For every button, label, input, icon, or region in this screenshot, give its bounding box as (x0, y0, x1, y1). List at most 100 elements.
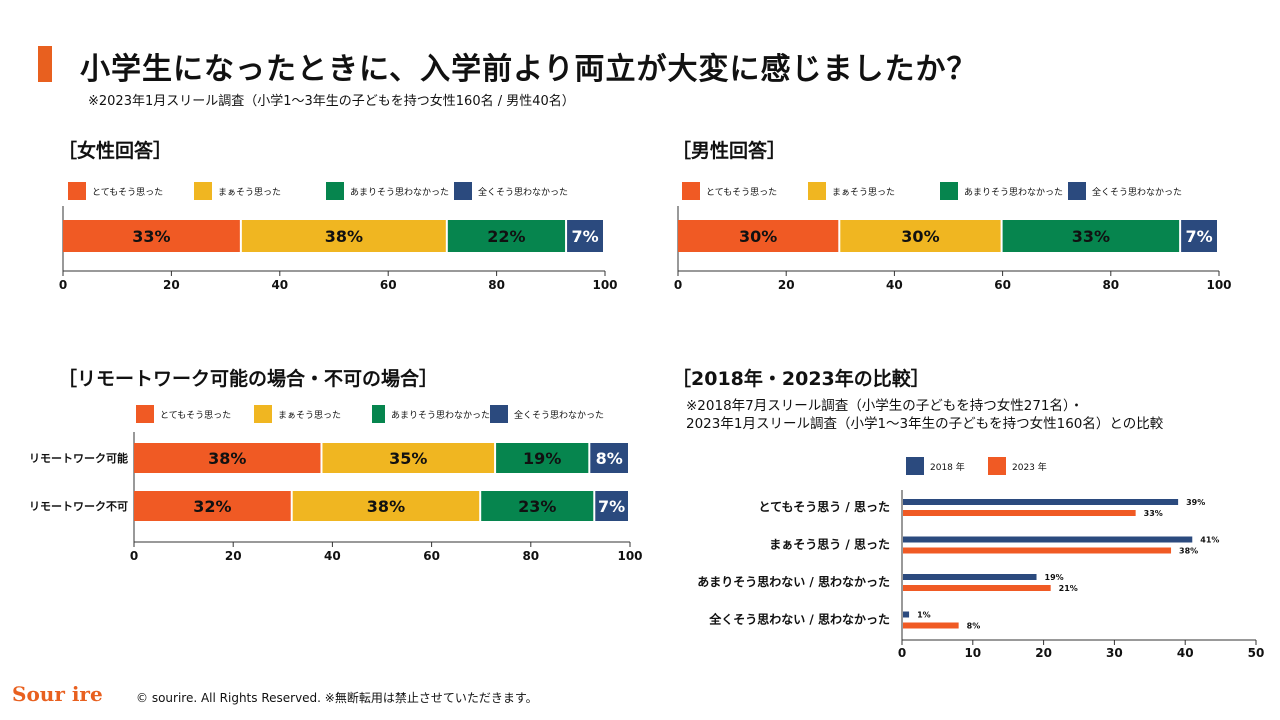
comparison-note-line-2: 2023年1月スリール調査（小学1～3年生の子どもを持つ女性160名）との比較 (686, 416, 1164, 432)
comparison-data-label: 8% (967, 622, 981, 631)
female-tick-label: 20 (163, 278, 180, 292)
female-tick-label: 100 (592, 278, 617, 292)
comparison-bar (903, 585, 1051, 591)
comparison-bar (903, 499, 1179, 505)
legend-item: まぁそう思った (194, 182, 326, 200)
comparison-data-label: 21% (1059, 584, 1078, 593)
legend-item: あまりそう思わなかった (326, 182, 454, 200)
remote-category-label: リモートワーク不可 (29, 500, 128, 513)
male-data-label: 30% (739, 227, 777, 246)
comparison-legend: 2018 年 2023 年 (906, 457, 1047, 475)
female-bar-segment (447, 220, 566, 252)
male-tick-label: 60 (994, 278, 1011, 292)
comparison-data-label: 38% (1179, 547, 1198, 556)
legend-item: まぁそう思った (808, 182, 940, 200)
page-title: 小学生になったときに、入学前より両立が大変に感じましたか？ (80, 52, 978, 87)
comparison-tick-label: 30 (1106, 646, 1123, 660)
legend-swatch (490, 405, 508, 423)
comparison-section-title: ［2018年・2023年の比較］ (672, 368, 930, 390)
comparison-tick-label: 40 (1177, 646, 1194, 660)
legend-label: あまりそう思わなかった (350, 187, 450, 198)
remote-data-label: 7% (598, 497, 625, 516)
comparison-bar (903, 536, 1193, 543)
legend-swatch (940, 182, 958, 200)
legend-label: 2018 年 (930, 462, 965, 473)
remote-bar-segment (134, 491, 291, 521)
legend-item: まぁそう思った (254, 405, 372, 423)
remote-tick-label: 60 (423, 549, 440, 563)
legend-swatch (194, 182, 212, 200)
male-tick-label: 0 (674, 278, 682, 292)
legend-swatch (988, 457, 1006, 475)
female-data-label: 38% (325, 227, 363, 246)
comparison-bar (903, 611, 910, 618)
remote-bar-segment (292, 491, 480, 521)
remote-bar-segment (496, 443, 589, 473)
remote-tick-label: 100 (617, 549, 642, 563)
comparison-data-label: 1% (917, 611, 931, 620)
comparison-tick-label: 50 (1248, 646, 1265, 660)
remote-tick-label: 20 (225, 549, 242, 563)
comparison-category-label: とてもそう思う / 思った (758, 500, 890, 514)
comparison-data-label: 19% (1045, 573, 1064, 582)
legend-label: まぁそう思った (278, 410, 342, 421)
legend-item: 2018 年 (906, 457, 988, 475)
legend-item: とてもそう思った (682, 182, 808, 200)
remote-tick-label: 40 (324, 549, 341, 563)
male-tick-label: 100 (1206, 278, 1231, 292)
comparison-bar (903, 510, 1136, 516)
legend-item: 全くそう思わなかった (490, 405, 604, 423)
legend-swatch (682, 182, 700, 200)
female-tick-label: 40 (271, 278, 288, 292)
female-tick-label: 80 (488, 278, 505, 292)
legend-item: あまりそう思わなかった (940, 182, 1068, 200)
legend-label: とてもそう思った (160, 410, 232, 421)
page-subtitle: ※2023年1月スリール調査（小学1～3年生の子どもを持つ女性160名 / 男性… (88, 94, 575, 109)
male-tick-label: 80 (1102, 278, 1119, 292)
remote-tick-label: 0 (130, 549, 138, 563)
remote-data-label: 8% (596, 449, 623, 468)
remote-bar-segment (590, 443, 628, 473)
comparison-category-label: 全くそう思わない / 思わなかった (708, 612, 890, 627)
female-bar-segment (241, 220, 446, 252)
legend-item: 2023 年 (988, 457, 1047, 475)
female-data-label: 33% (132, 227, 170, 246)
male-bar-segment (1181, 220, 1217, 252)
legend-label: 全くそう思わなかった (514, 410, 605, 421)
legend-swatch (906, 457, 924, 475)
legend-label: あまりそう思わなかった (390, 410, 490, 421)
female-bar-segment (567, 220, 603, 252)
legend-label: あまりそう思わなかった (964, 187, 1064, 198)
comparison-data-label: 41% (1200, 536, 1219, 545)
male-tick-label: 20 (778, 278, 795, 292)
comparison-bar (903, 547, 1172, 554)
remote-bar-segment (595, 491, 628, 521)
legend-item: とてもそう思った (68, 182, 194, 200)
legend-item: 全くそう思わなかった (454, 182, 568, 200)
legend-label: まぁそう思った (832, 187, 896, 198)
remote-legend: とてもそう思った まぁそう思った あまりそう思わなかった 全くそう思わなかった (136, 405, 604, 423)
female-tick-label: 60 (380, 278, 397, 292)
remote-bar-segment (322, 443, 495, 473)
comparison-tick-label: 20 (1035, 646, 1052, 660)
remote-bar-segment (134, 443, 321, 473)
legend-item: あまりそう思わなかった (372, 405, 490, 423)
legend-item: とてもそう思った (136, 405, 254, 423)
remote-data-label: 38% (367, 497, 405, 516)
remote-data-label: 35% (389, 449, 427, 468)
comparison-tick-label: 10 (964, 646, 981, 660)
female-section-title: ［女性回答］ (58, 140, 173, 162)
comparison-data-label: 39% (1186, 498, 1205, 507)
legend-swatch (454, 182, 472, 200)
male-data-label: 33% (1072, 227, 1110, 246)
brand-logo: Sour ire (12, 682, 103, 706)
male-data-label: 7% (1185, 227, 1212, 246)
legend-swatch (372, 405, 385, 423)
remote-bar-segment (481, 491, 594, 521)
legend-swatch (1068, 182, 1086, 200)
comparison-data-label: 33% (1144, 509, 1163, 518)
legend-swatch (254, 405, 272, 423)
male-bar-segment (678, 220, 839, 252)
remote-data-label: 19% (523, 449, 561, 468)
